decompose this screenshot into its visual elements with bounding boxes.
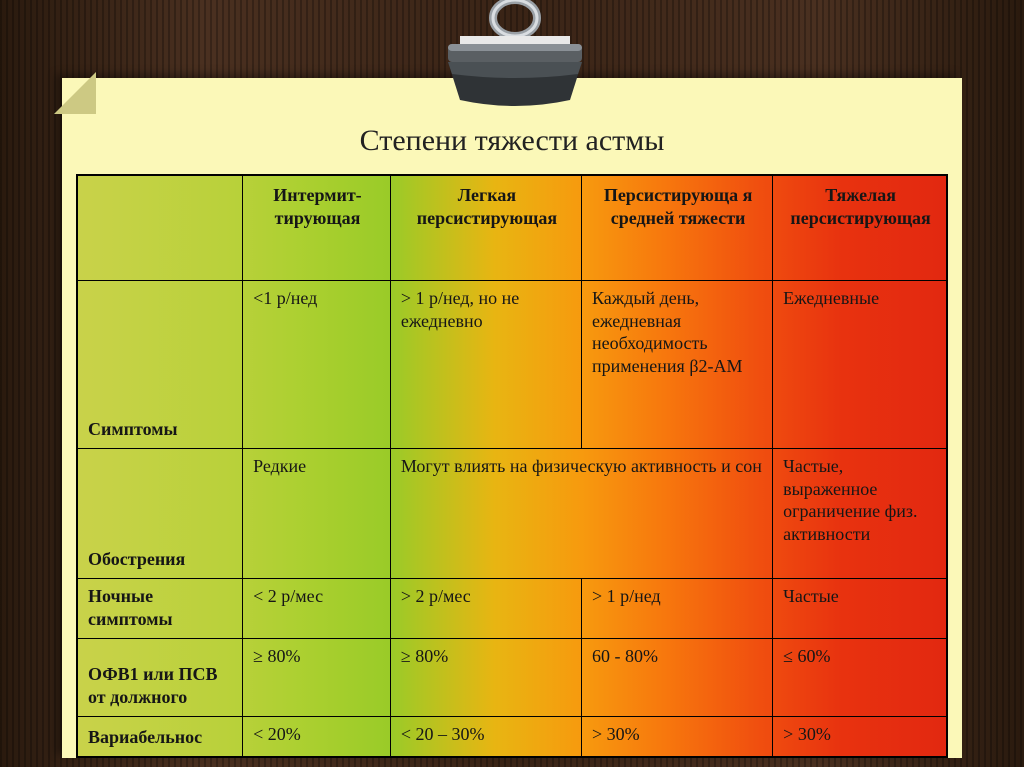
note-paper: Степени тяжести астмы Интермит-тирующая … xyxy=(62,78,962,758)
binder-clip-icon xyxy=(430,0,600,110)
row-label-variability: Вариабельнос xyxy=(78,717,243,757)
cell: > 30% xyxy=(582,717,773,757)
cell: Каждый день, ежедневная необходимость пр… xyxy=(582,281,773,449)
cell: Ежедневные xyxy=(773,281,947,449)
cell: > 2 р/мес xyxy=(390,579,581,639)
severity-table: Интермит-тирующая Легкая персистирующая … xyxy=(77,175,947,757)
header-col-1: Интермит-тирующая xyxy=(243,176,391,281)
cell: < 20 – 30% xyxy=(390,717,581,757)
table-row: Обострения Редкие Могут влиять на физиче… xyxy=(78,449,947,579)
cell-merged: Могут влиять на физическую активность и … xyxy=(390,449,772,579)
header-empty xyxy=(78,176,243,281)
cell: Редкие xyxy=(243,449,391,579)
table-header-row: Интермит-тирующая Легкая персистирующая … xyxy=(78,176,947,281)
cell: < 20% xyxy=(243,717,391,757)
cell: > 30% xyxy=(773,717,947,757)
severity-table-wrap: Интермит-тирующая Легкая персистирующая … xyxy=(76,174,948,758)
cell: > 1 р/нед, но не ежедневно xyxy=(390,281,581,449)
cell: Частые, выраженное ограничение физ. акти… xyxy=(773,449,947,579)
cell: ≥ 80% xyxy=(243,639,391,717)
header-col-4: Тяжелая персистирующая xyxy=(773,176,947,281)
row-label-exacerbations: Обострения xyxy=(78,449,243,579)
cell: 60 - 80% xyxy=(582,639,773,717)
cell: < 2 р/мес xyxy=(243,579,391,639)
cell: <1 р/нед xyxy=(243,281,391,449)
row-label-night-symptoms: Ночные симптомы xyxy=(78,579,243,639)
table-row: Ночные симптомы < 2 р/мес > 2 р/мес > 1 … xyxy=(78,579,947,639)
row-label-symptoms: Симптомы xyxy=(78,281,243,449)
header-col-3: Персистирующа я средней тяжести xyxy=(582,176,773,281)
row-label-fev1: ОФВ1 или ПСВ от должного xyxy=(78,639,243,717)
table-row: ОФВ1 или ПСВ от должного ≥ 80% ≥ 80% 60 … xyxy=(78,639,947,717)
cell: ≤ 60% xyxy=(773,639,947,717)
table-row: Вариабельнос < 20% < 20 – 30% > 30% > 30… xyxy=(78,717,947,757)
cell: Частые xyxy=(773,579,947,639)
cell: ≥ 80% xyxy=(390,639,581,717)
table-row: Симптомы <1 р/нед > 1 р/нед, но не ежедн… xyxy=(78,281,947,449)
header-col-2: Легкая персистирующая xyxy=(390,176,581,281)
cell: > 1 р/нед xyxy=(582,579,773,639)
